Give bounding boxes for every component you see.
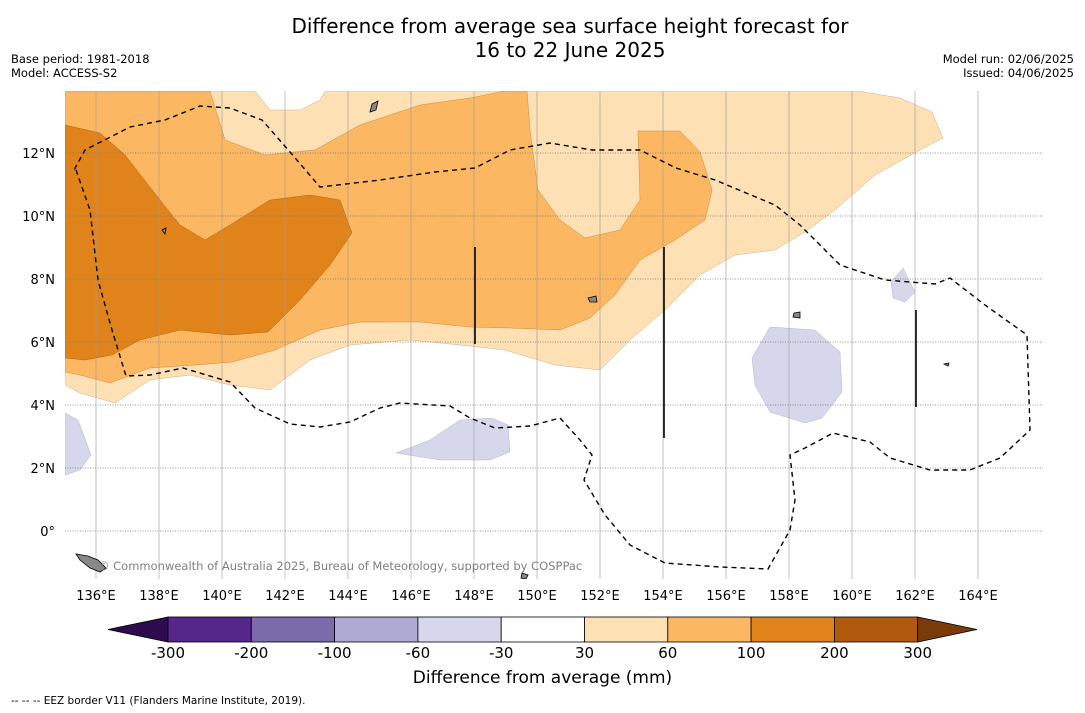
colorbar-swatch: [834, 616, 919, 643]
colorbar-swatch: [167, 616, 252, 643]
lon-label: 156°E: [706, 589, 746, 604]
colorbar-tick-label: -30: [489, 644, 514, 662]
colorbar-tick-label: 30: [575, 644, 594, 662]
lon-label: 146°E: [391, 589, 431, 604]
colorbar-swatch: [500, 616, 585, 643]
islands: [75, 100, 950, 579]
lat-label-2n: 2°N: [31, 462, 56, 477]
anomaly-region-neg-3: [65, 412, 92, 476]
colorbar-swatch: [417, 616, 502, 643]
lon-label: 136°E: [76, 589, 116, 604]
lon-label: 162°E: [895, 589, 935, 604]
colorbar-extend-high: [917, 616, 978, 643]
longitude-gridlines: [95, 91, 979, 579]
meta-left: Base period: 1981-2018 Model: ACCESS-S2: [11, 52, 150, 80]
colorbar-tick-label: -60: [406, 644, 431, 662]
colorbar-extend-low: [107, 616, 169, 643]
model-run: Model run: 02/06/2025: [942, 52, 1074, 66]
lon-label: 144°E: [328, 589, 368, 604]
base-period: Base period: 1981-2018: [11, 52, 150, 66]
colorbar-swatch: [667, 616, 752, 643]
colorbar-tick-label: 60: [658, 644, 677, 662]
colorbar-title: Difference from average (mm): [412, 668, 673, 688]
colorbar-swatch: [750, 616, 835, 643]
anomaly-region-100-200: [65, 124, 353, 361]
eez-legend-text: -- -- -- EEZ border V11 (Flanders Marine…: [11, 695, 306, 707]
lon-label: 138°E: [139, 589, 179, 604]
longitude-labels: 136°E 138°E 140°E 142°E 144°E 146°E 148°…: [76, 589, 998, 604]
colorbar-tick-label: -300: [151, 644, 185, 662]
lon-label: 150°E: [517, 589, 557, 604]
lon-label: 160°E: [832, 589, 872, 604]
lon-label: 152°E: [580, 589, 620, 604]
model-name: Model: ACCESS-S2: [11, 66, 118, 80]
colorbar-tick-label: -200: [234, 644, 268, 662]
lon-label: 164°E: [958, 589, 998, 604]
lat-label-4n: 4°N: [31, 399, 56, 414]
latitude-gridlines: [65, 152, 1043, 532]
colorbar-swatch: [584, 616, 669, 643]
anomaly-region-neg-1: [751, 326, 843, 424]
lat-label-8n: 8°N: [31, 273, 56, 288]
colorbar-tick-label: 200: [820, 644, 849, 662]
lon-label: 142°E: [265, 589, 305, 604]
map-title: Difference from average sea surface heig…: [0, 14, 1085, 62]
colorbar-swatch: [334, 616, 419, 643]
latitude-labels: 12°N 10°N 8°N 6°N 4°N 2°N 0°: [22, 147, 55, 540]
lon-label: 148°E: [454, 589, 494, 604]
issued-date: Issued: 04/06/2025: [963, 66, 1074, 80]
anomaly-region-neg-2: [395, 417, 511, 461]
colorbar-tick-label: 300: [903, 644, 932, 662]
lat-label-12n: 12°N: [22, 147, 55, 162]
title-line-2: 16 to 22 June 2025: [474, 38, 666, 62]
colorbar-swatch: [250, 616, 336, 643]
colorbar-tick-label: 100: [737, 644, 766, 662]
lon-label: 154°E: [643, 589, 683, 604]
lon-label: 158°E: [769, 589, 809, 604]
region-divider-lines: [474, 247, 917, 438]
eez-border: [73, 105, 1031, 570]
colorbar-tick-label: -100: [318, 644, 352, 662]
meta-right: Model run: 02/06/2025 Issued: 04/06/2025: [943, 52, 1074, 80]
anomaly-region-neg-4: [890, 267, 916, 303]
lat-label-10n: 10°N: [22, 210, 55, 225]
lat-label-6n: 6°N: [31, 336, 56, 351]
map-area: [65, 91, 1043, 579]
colorbar: -300 -200 -100 -60 -30 30 60 100 200 300: [107, 616, 978, 662]
title-line-1: Difference from average sea surface heig…: [291, 14, 849, 38]
lat-label-0: 0°: [40, 525, 55, 540]
copyright-text: © Commonwealth of Australia 2025, Bureau…: [98, 559, 582, 573]
lon-label: 140°E: [202, 589, 242, 604]
